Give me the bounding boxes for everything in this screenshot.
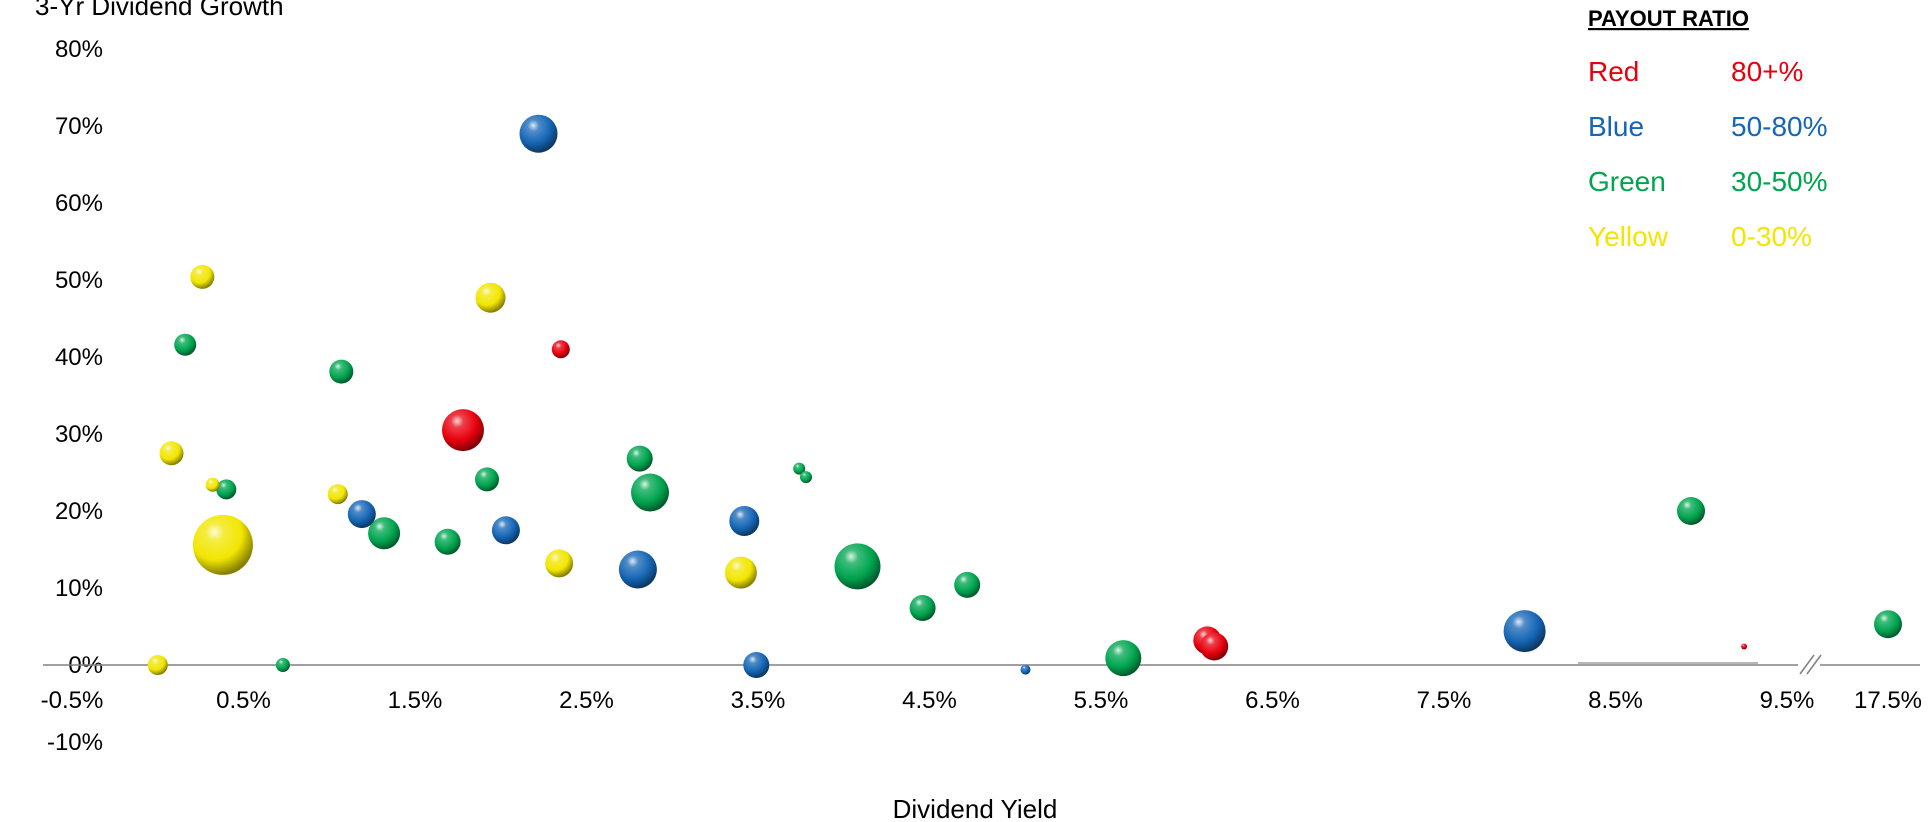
bubble-green [1677,497,1705,525]
legend-color-name: Blue [1588,111,1644,142]
x-tick-label: 9.5% [1760,687,1815,714]
legend-color-name: Green [1588,166,1666,197]
x-tick-label: -0.5% [41,687,104,714]
y-tick-label: -10% [47,729,103,756]
y-tick-label: 20% [55,498,103,525]
bubble-green [275,658,290,672]
bubble-blue [519,114,558,153]
axis-break-gap [1798,648,1820,672]
y-tick-label: 10% [55,575,103,602]
bubble-green [793,462,806,475]
x-tick-label: 2.5% [559,687,614,714]
bubble-red [1741,643,1748,650]
bubble-blue [1503,610,1546,653]
y-tick-label: 80% [55,36,103,63]
bubble-yellow [205,477,220,492]
bubble-yellow [159,441,184,466]
legend-title: PAYOUT RATIO [1588,6,1749,31]
axis-break-mark [1806,654,1822,675]
bubble-yellow [190,264,215,289]
bubble-blue [1020,664,1031,675]
axis-break-mark [1799,654,1815,675]
x-axis-title: Dividend Yield [893,794,1058,822]
x-tick-label: 1.5% [388,687,443,714]
bubble-green [909,595,936,621]
legend-color-name: Red [1588,56,1639,87]
bubble-green [1874,610,1902,639]
bubble-green [800,471,812,484]
y-tick-label: 30% [55,421,103,448]
bubble-yellow [724,556,757,589]
legend-range: 0-30% [1731,221,1812,252]
x-tick-label: 7.5% [1417,687,1472,714]
legend-range: 50-80% [1731,111,1828,142]
bubble-green [954,571,981,598]
bubble-blue [491,516,520,545]
legend-range: 30-50% [1731,166,1828,197]
x-tick-label: 3.5% [731,687,786,714]
bubble-green [368,517,401,550]
bubble-green [174,333,197,356]
bubble-yellow [545,549,574,578]
bubble-blue [729,506,760,536]
legend: PAYOUT RATIO Red 80+% Blue 50-80% Green 30-50… [1588,6,1828,252]
legend-color-name: Yellow [1588,221,1669,252]
y-tick-label: 60% [55,190,103,217]
bubble-yellow [475,282,506,313]
bubble-green [329,359,354,384]
y-tick-label: 70% [55,113,103,140]
x-tick-label: 6.5% [1245,687,1300,714]
bubble-green [475,467,499,492]
bubble-blue [618,550,657,589]
bubble-yellow [147,655,168,675]
bubble-yellow [327,484,348,505]
x-axis-ticks: -0.5% 0.5% 1.5% 2.5% 3.5% 4.5% 5.5% 6.5% 7.5% 8.5… [41,687,1922,714]
bubble-blue [347,500,376,529]
bubbles [147,114,1902,678]
y-tick-label: 50% [55,267,103,294]
y-axis-title: 3-Yr Dividend Growth [35,0,284,21]
bubble-green [834,543,881,590]
bubble-blue [743,652,770,678]
bubble-green [434,528,461,555]
legend-range: 80+% [1731,56,1803,87]
x-tick-label: 0.5% [216,687,271,714]
bubble-red [551,340,570,359]
bubble-green [631,473,669,512]
bubble-red [1200,632,1229,661]
x-tick-label: 17.5% [1854,687,1922,714]
bubble-green [626,445,653,472]
x-tick-label: 4.5% [902,687,957,714]
bubble-red [442,409,484,452]
x-tick-label: 8.5% [1588,687,1643,714]
y-tick-label: 40% [55,344,103,371]
x-tick-label: 5.5% [1074,687,1129,714]
bubble-yellow [192,514,253,575]
bubble-green [1105,640,1142,677]
bubble-green [216,479,237,500]
y-axis-ticks: 80%70%60%50%40%30%20%10%0%-10% [47,36,103,756]
